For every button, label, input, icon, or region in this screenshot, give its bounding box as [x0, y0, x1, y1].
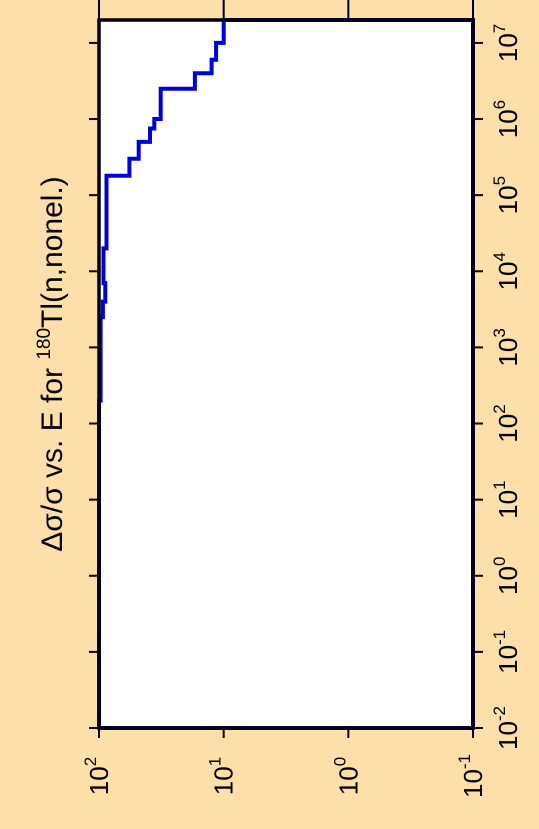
energy-tick-label: 105: [490, 176, 523, 214]
energy-tick-label: 101: [490, 480, 523, 518]
chart-title-prefix: Δσ/σ vs. E for: [36, 360, 69, 552]
energy-tick-label: 106: [490, 100, 523, 138]
plot-area: [99, 20, 473, 728]
energy-tick-label: 100: [490, 557, 523, 595]
series-layer: [97, 18, 475, 730]
energy-tick-label: 104: [490, 252, 523, 290]
energy-tick-label: 10-1: [490, 630, 523, 674]
chart-title: Δσ/σ vs. E for 180Tl(n,nonel.): [34, 176, 69, 552]
energy-tick-label: 107: [490, 24, 523, 62]
uncertainty-tick-label: 102: [81, 757, 114, 795]
energy-tick-label: 10-2: [490, 706, 523, 750]
uncertainty-series-line: [97, 18, 475, 730]
uncertainty-tick-label: 10-1: [455, 754, 488, 798]
chart-title-suffix: Tl(n,nonel.): [36, 176, 69, 328]
tick-labels: 10-210-110010110210310410510610710210110…: [81, 24, 523, 798]
energy-tick-label: 103: [490, 328, 523, 366]
energy-tick-label: 102: [490, 404, 523, 442]
plot-frame: [97, 18, 475, 730]
uncertainty-tick-label: 101: [206, 757, 239, 795]
uncertainty-tick-label: 100: [330, 757, 363, 795]
chart-title-mass-number: 180: [34, 328, 55, 360]
